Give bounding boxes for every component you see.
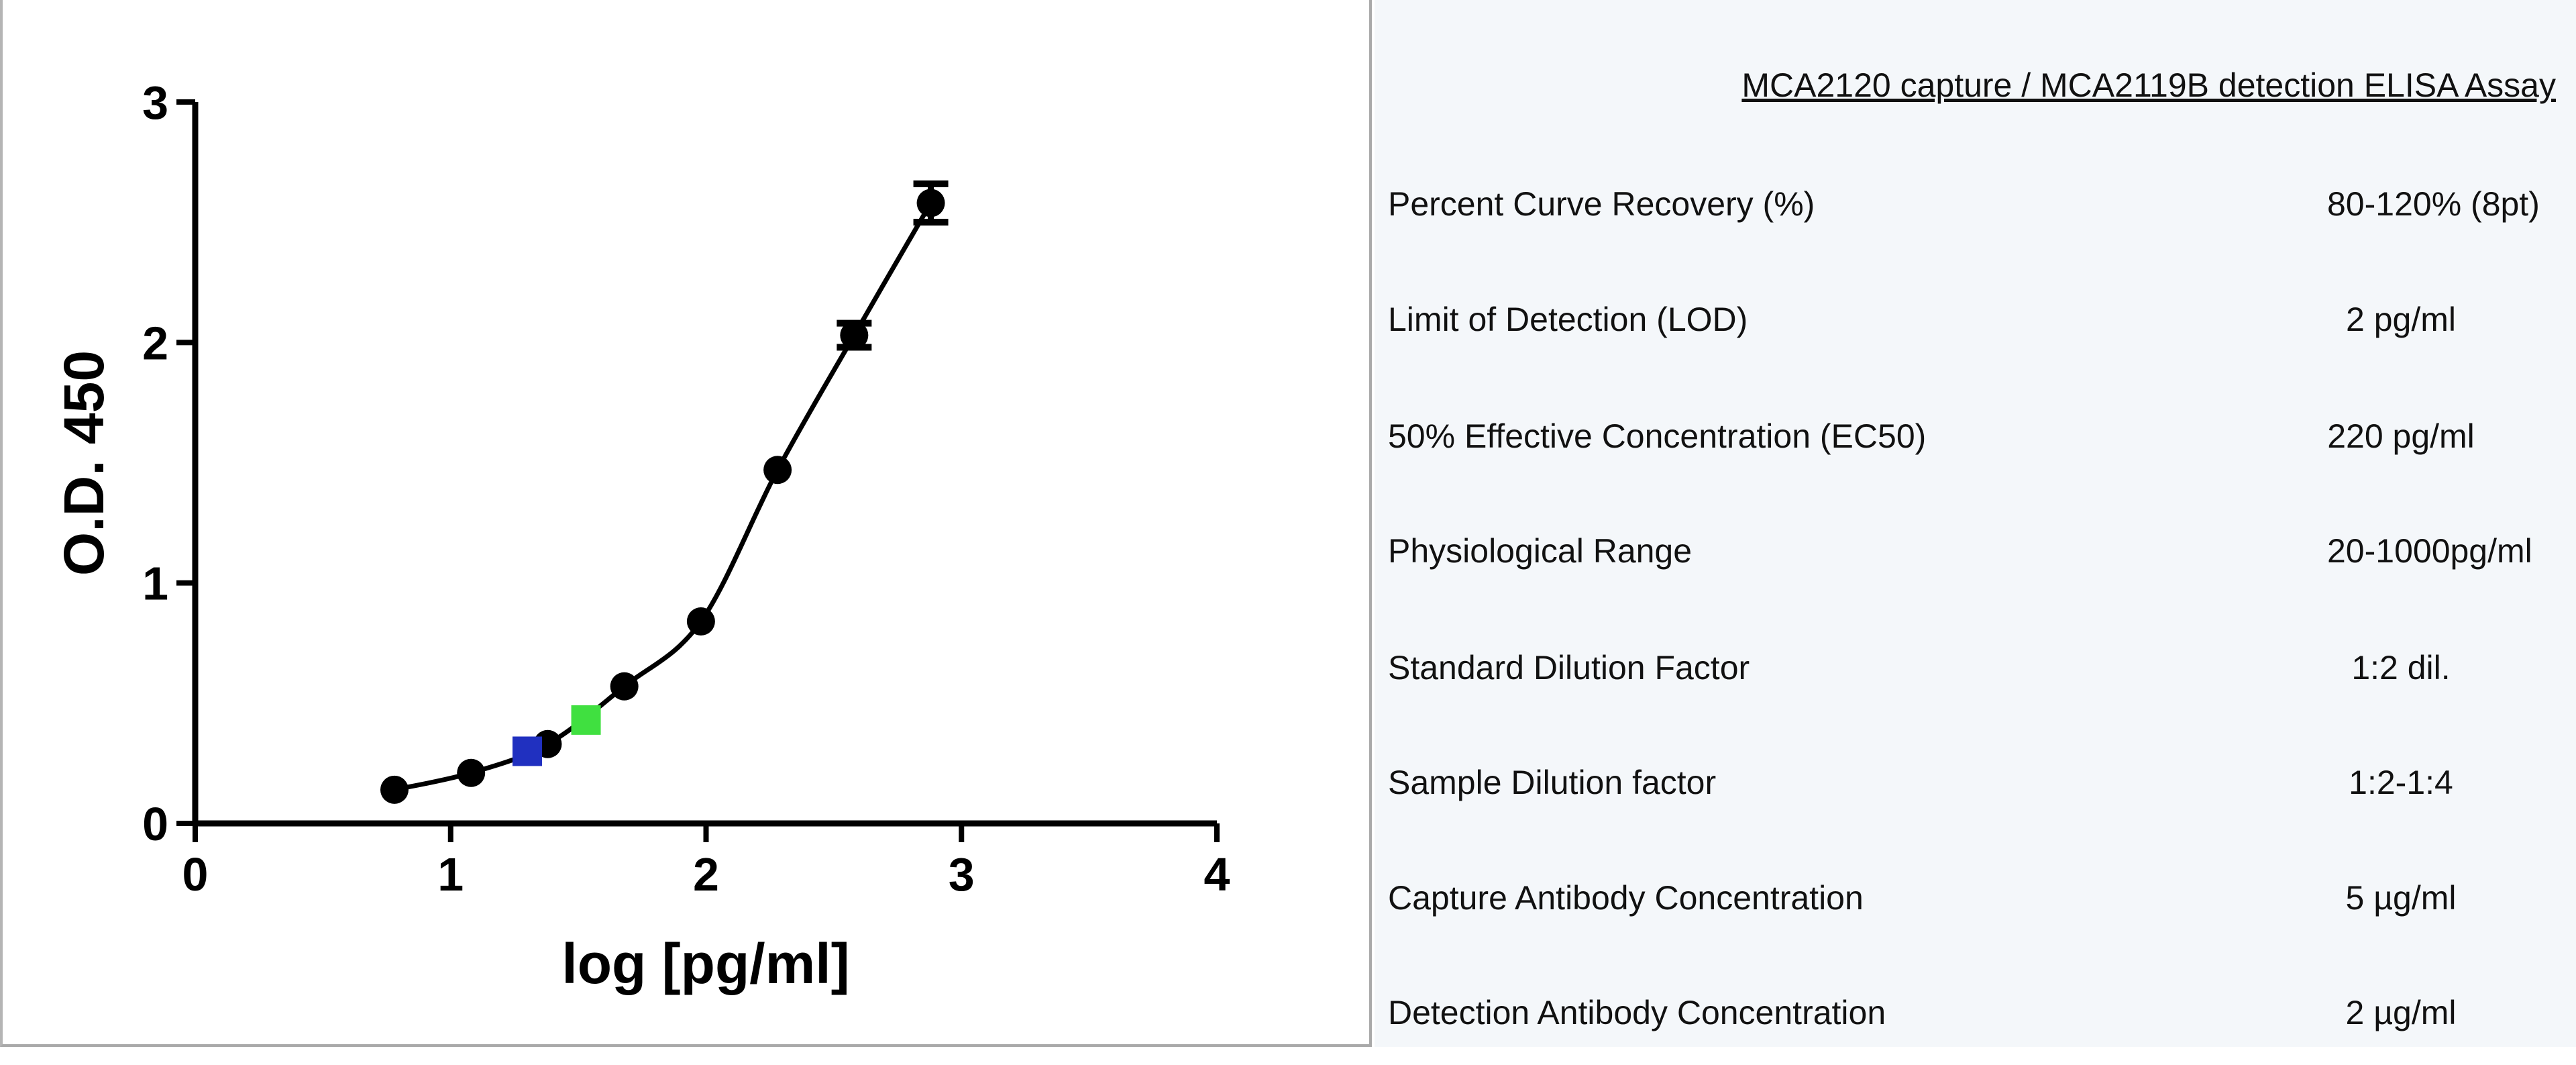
data-point — [763, 456, 792, 485]
spec-value: 220 pg/ml — [2327, 417, 2475, 455]
spec-label: Percent Curve Recovery (%) — [1388, 185, 1815, 223]
fit-curve-group — [394, 201, 933, 793]
data-point — [686, 607, 715, 636]
fit-curve — [394, 201, 933, 793]
data-point — [916, 189, 945, 217]
od-chart: 0 1 2 3 4 0 1 2 3 log [pg/ml] O.D. 450 — [52, 77, 1230, 995]
assay-specs-panel: MCA2120 capture / MCA2119B detection ELI… — [1375, 0, 2576, 1047]
x-tick-label: 3 — [949, 848, 975, 901]
spec-value: 2 pg/ml — [2346, 301, 2456, 338]
spec-value: 2 µg/ml — [2345, 994, 2457, 1031]
y-tick-label: 3 — [142, 77, 168, 129]
y-tick-label: 0 — [142, 798, 168, 850]
spec-row: Standard Dilution Factor 1:2 dil. — [1375, 648, 2576, 702]
spec-value: 1:2 dil. — [2351, 649, 2451, 687]
spec-row: Percent Curve Recovery (%) 80-120% (8pt) — [1375, 185, 2576, 238]
spec-label: Physiological Range — [1388, 532, 1693, 570]
spec-value: 80-120% (8pt) — [2327, 185, 2540, 223]
y-tick-label: 1 — [142, 558, 168, 610]
x-tick-label: 0 — [182, 848, 209, 901]
spec-label: Capture Antibody Concentration — [1388, 879, 1864, 917]
spec-value: 1:2-1:4 — [2349, 764, 2453, 801]
spec-row: Physiological Range 20-1000pg/ml — [1375, 531, 2576, 585]
spec-row: Sample Dilution factor 1:2-1:4 — [1375, 763, 2576, 817]
spec-value: 5 µg/ml — [2345, 879, 2457, 917]
spec-row: Limit of Detection (LOD) 2 pg/ml — [1375, 300, 2576, 354]
x-tick-label: 2 — [693, 848, 719, 901]
assay-title: MCA2120 capture / MCA2119B detection ELI… — [1741, 66, 2556, 104]
data-point-square — [571, 705, 601, 735]
spec-row: Detection Antibody Concentration 2 µg/ml — [1375, 993, 2576, 1047]
data-point — [380, 775, 409, 804]
axes: 0 1 2 3 4 0 1 2 3 — [142, 77, 1230, 901]
x-tick-label: 4 — [1204, 848, 1230, 901]
y-tick-label: 2 — [142, 317, 168, 369]
spec-label: Standard Dilution Factor — [1388, 649, 1750, 687]
spec-value: 20-1000pg/ml — [2327, 532, 2532, 570]
data-point — [840, 321, 869, 350]
data-point — [457, 758, 486, 787]
chart-panel: 0 1 2 3 4 0 1 2 3 log [pg/ml] O.D. 450 — [0, 0, 1372, 1047]
spec-label: Sample Dilution factor — [1388, 764, 1717, 801]
spec-row: 50% Effective Concentration (EC50) 220 pg… — [1375, 417, 2576, 470]
spec-label: 50% Effective Concentration (EC50) — [1388, 417, 1927, 455]
data-point-square — [512, 736, 542, 766]
x-axis-label: log [pg/ml] — [561, 932, 849, 995]
x-tick-label: 1 — [437, 848, 464, 901]
spec-label: Limit of Detection (LOD) — [1388, 301, 1748, 338]
data-points-group — [380, 180, 949, 804]
y-axis-label: O.D. 450 — [52, 350, 115, 576]
data-point — [610, 672, 639, 701]
spec-label: Detection Antibody Concentration — [1388, 994, 1886, 1031]
spec-row: Capture Antibody Concentration 5 µg/ml — [1375, 878, 2576, 932]
